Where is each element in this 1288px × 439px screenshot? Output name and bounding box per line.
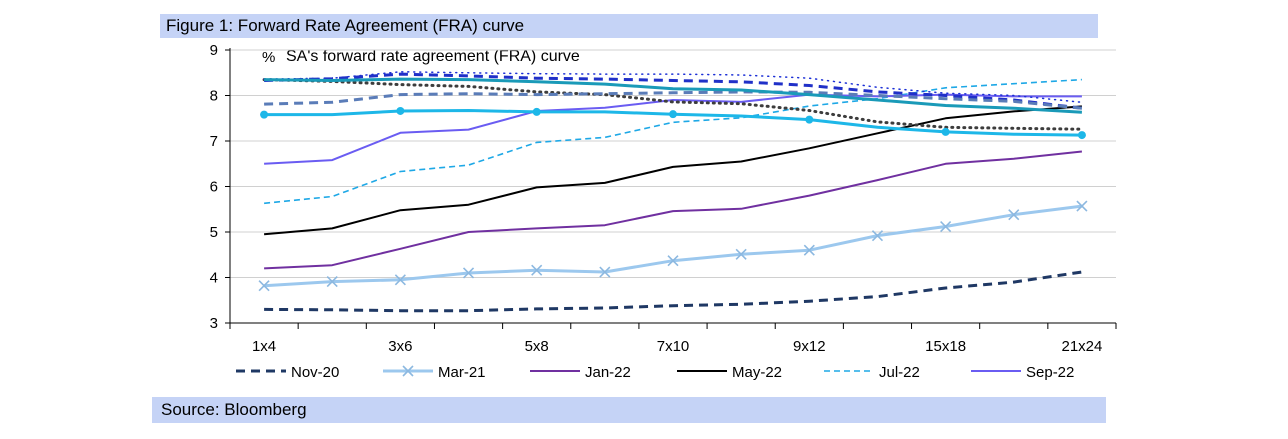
data-point-marker [667,255,679,267]
data-point-marker [871,230,884,242]
data-point-marker [462,267,475,279]
x-tick-label: 3x6 [388,338,412,355]
legend-label: Jul-22 [879,364,920,381]
legend-item-mar-21: Mar-21 [383,364,486,381]
chart-gridlines [230,49,1116,278]
legend-label: Jan-22 [585,364,631,381]
series-line-series-8 [263,71,1083,104]
data-point-marker [1008,209,1020,221]
series-line-series-10 [264,90,1083,110]
series-line-series-11 [264,77,1082,114]
x-tick-label: 9x12 [793,338,826,355]
legend-label: May-22 [732,364,782,381]
series-line-jan-22 [264,150,1083,270]
data-point-marker [599,266,611,278]
data-point-marker [531,264,543,276]
data-point-marker [532,107,541,116]
figure-title: Figure 1: Forward Rate Agreement (FRA) c… [160,14,1098,38]
data-point-marker [941,127,950,136]
y-tick-label: 8 [210,88,218,105]
series-layer [258,71,1088,313]
y-tick-label: 7 [210,133,218,150]
y-tick-label: 4 [210,270,218,287]
data-point-marker [396,106,405,115]
source-note: Source: Bloomberg [152,397,1106,423]
data-point-marker [326,276,338,288]
legend-label: Sep-22 [1026,364,1074,381]
legend-item-sep-22: Sep-22 [971,364,1074,381]
data-point-marker [735,248,747,260]
series-line-series-9 [264,72,1083,110]
data-point-marker [669,110,677,119]
y-tick-label: 5 [210,224,218,241]
legend-label: Mar-21 [438,364,486,381]
y-axis-unit-label: % [262,49,275,66]
y-tick-label: 3 [210,315,218,332]
x-tick-label: 5x8 [525,338,549,355]
data-point-marker [1076,200,1088,212]
series-line-series-7 [262,78,1084,131]
data-point-marker [1077,131,1086,140]
x-tick-label: 21x24 [1061,338,1102,355]
data-point-marker [940,220,952,233]
data-point-marker [394,274,406,286]
y-tick-label: 9 [210,42,218,59]
series-line-jul-22 [264,78,1082,205]
x-tick-label: 15x18 [925,338,966,355]
legend-label: Nov-20 [291,364,339,381]
data-point-marker [805,115,814,124]
chart-axes: 3 4 5 6 7 8 9 1x4 3x6 5x8 7x10 9x12 15x18 21x24 [210,42,1117,355]
y-tick-label: 6 [210,179,218,196]
x-tick-label: 7x10 [657,338,690,355]
x-tick-label: 1x4 [252,338,276,355]
data-point-marker [803,244,815,256]
series-line-may-22 [264,105,1082,236]
legend-item-jan-22: Jan-22 [530,364,631,381]
legend-item-jul-22: Jul-22 [824,364,920,381]
legend-item-nov-20: Nov-20 [236,364,339,381]
chart-title: SA's forward rate agreement (FRA) curve [286,48,580,65]
legend-item-may-22: May-22 [677,364,782,381]
data-point-marker [258,280,270,292]
series-line-nov-20 [264,270,1083,313]
chart-legend: Nov-20 Mar-21 Jan-22 May-22 Jul-22 Sep-22 [236,364,1074,381]
data-point-marker [260,110,269,119]
series-line-mar-21 [264,204,1083,288]
